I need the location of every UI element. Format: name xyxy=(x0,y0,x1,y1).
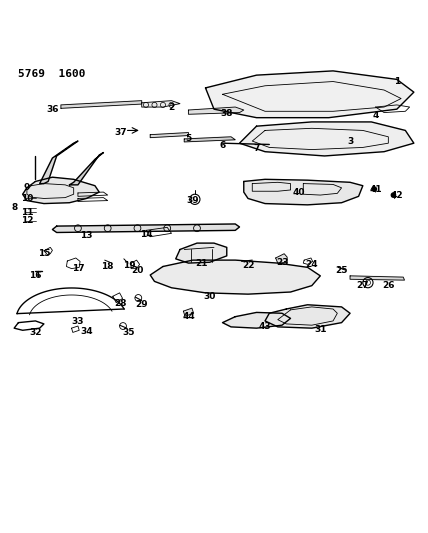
Text: 42: 42 xyxy=(390,191,403,199)
Text: 17: 17 xyxy=(71,264,84,273)
Text: 29: 29 xyxy=(135,300,148,309)
Text: 6: 6 xyxy=(220,141,226,150)
Text: 22: 22 xyxy=(242,261,254,270)
Polygon shape xyxy=(69,152,104,185)
Text: 43: 43 xyxy=(259,322,271,332)
Polygon shape xyxy=(276,254,287,263)
Text: 39: 39 xyxy=(187,196,199,205)
Polygon shape xyxy=(205,71,414,118)
Text: 31: 31 xyxy=(314,325,327,334)
Text: 23: 23 xyxy=(276,258,288,266)
Polygon shape xyxy=(244,179,363,205)
Text: 5769  1600: 5769 1600 xyxy=(18,69,86,79)
Polygon shape xyxy=(23,177,99,204)
Polygon shape xyxy=(350,276,404,280)
Text: 35: 35 xyxy=(123,328,135,337)
Polygon shape xyxy=(188,107,244,114)
Text: 3: 3 xyxy=(347,136,353,146)
Text: 11: 11 xyxy=(21,208,33,217)
Text: 14: 14 xyxy=(140,230,152,239)
Text: 4: 4 xyxy=(372,111,379,120)
Text: 37: 37 xyxy=(114,128,127,137)
Circle shape xyxy=(391,193,395,197)
Text: 27: 27 xyxy=(357,281,369,290)
Polygon shape xyxy=(142,101,180,107)
Text: 32: 32 xyxy=(29,328,42,337)
Text: 30: 30 xyxy=(204,292,216,301)
Text: 9: 9 xyxy=(24,183,30,192)
Text: 36: 36 xyxy=(46,104,59,114)
Text: 19: 19 xyxy=(123,261,135,270)
Polygon shape xyxy=(150,133,188,138)
Polygon shape xyxy=(265,305,350,328)
Text: 8: 8 xyxy=(11,203,17,212)
Polygon shape xyxy=(223,312,291,328)
Polygon shape xyxy=(184,137,235,142)
Text: 33: 33 xyxy=(71,317,84,326)
Text: 34: 34 xyxy=(80,327,93,336)
Text: 24: 24 xyxy=(306,260,318,269)
Text: 44: 44 xyxy=(182,312,195,321)
Text: 15: 15 xyxy=(38,249,50,259)
Text: 10: 10 xyxy=(21,194,33,203)
Text: 18: 18 xyxy=(101,262,114,271)
Circle shape xyxy=(372,187,377,191)
Text: 12: 12 xyxy=(21,216,33,225)
Text: 13: 13 xyxy=(80,231,93,240)
Text: 25: 25 xyxy=(335,266,348,275)
Text: 16: 16 xyxy=(29,271,42,279)
Polygon shape xyxy=(61,101,142,108)
Text: 2: 2 xyxy=(168,102,175,111)
Text: 1: 1 xyxy=(394,77,400,86)
Polygon shape xyxy=(150,260,320,294)
Polygon shape xyxy=(183,308,193,316)
Text: 28: 28 xyxy=(114,299,127,308)
Text: 41: 41 xyxy=(369,185,382,195)
Polygon shape xyxy=(52,224,240,232)
Polygon shape xyxy=(176,243,227,263)
Text: 21: 21 xyxy=(195,259,208,268)
Text: 26: 26 xyxy=(382,281,395,290)
Polygon shape xyxy=(40,141,78,183)
Text: 7: 7 xyxy=(253,144,260,153)
Text: 5: 5 xyxy=(185,134,192,143)
Text: 20: 20 xyxy=(131,266,144,275)
Text: 38: 38 xyxy=(220,109,233,118)
Text: 40: 40 xyxy=(293,189,305,197)
Polygon shape xyxy=(240,122,414,156)
